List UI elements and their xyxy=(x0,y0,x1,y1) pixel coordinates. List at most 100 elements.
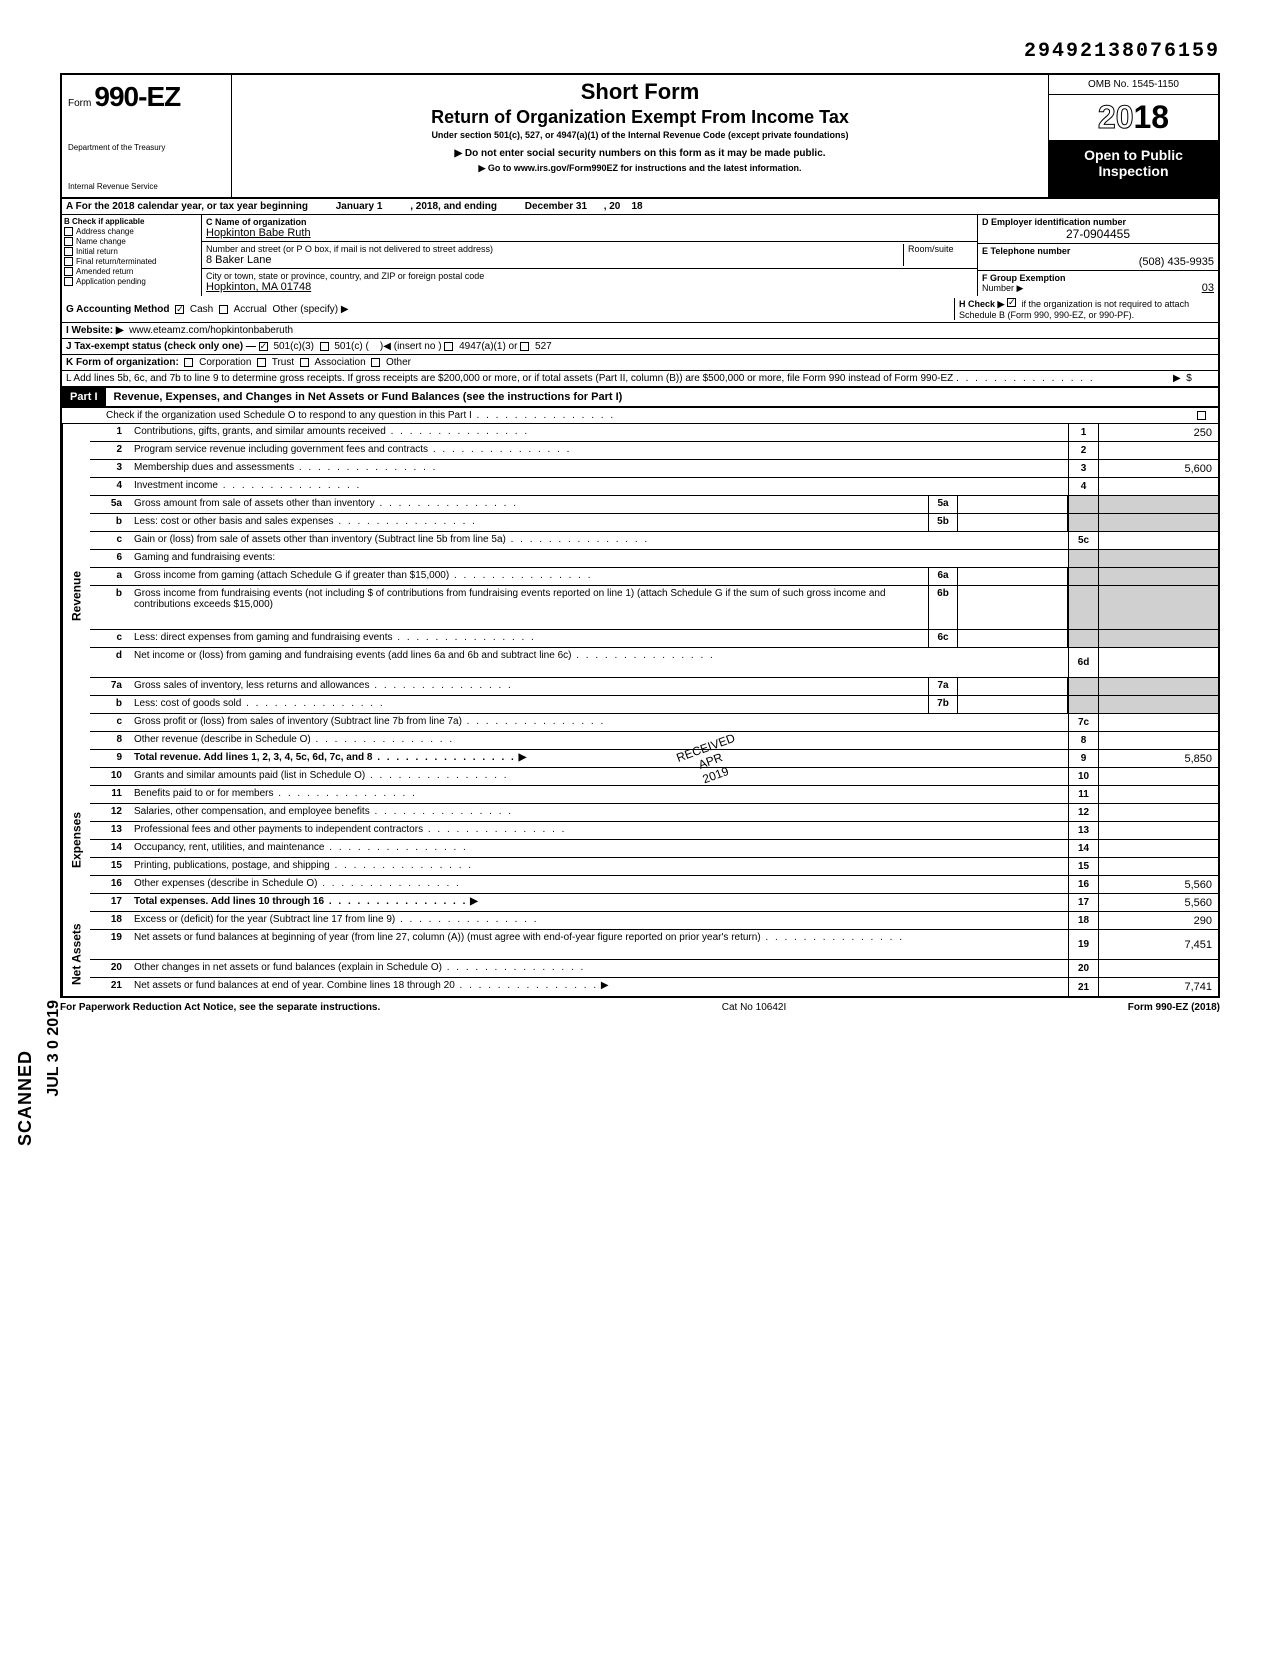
line-8: Other revenue (describe in Schedule O) xyxy=(134,734,311,745)
line-2: Program service revenue including govern… xyxy=(134,444,428,455)
val-1: 250 xyxy=(1098,424,1218,441)
b-item: Final return/terminated xyxy=(76,257,156,266)
h-label: H Check ▶ xyxy=(959,299,1004,309)
checkbox-accrual[interactable] xyxy=(219,305,228,314)
subsection: Under section 501(c), 527, or 4947(a)(1)… xyxy=(240,130,1040,140)
g-label: G Accounting Method xyxy=(66,304,170,315)
line-12: Salaries, other compensation, and employ… xyxy=(134,806,370,817)
val-20 xyxy=(1098,960,1218,977)
line-7c: Gross profit or (loss) from sales of inv… xyxy=(134,716,462,727)
checkbox-h[interactable] xyxy=(1007,298,1016,307)
checkbox-address[interactable] xyxy=(64,227,73,236)
line-18: Excess or (deficit) for the year (Subtra… xyxy=(134,914,395,925)
lineA-begin: January 1 xyxy=(336,201,383,212)
part1-check: Check if the organization used Schedule … xyxy=(106,410,1197,421)
f-label2: Number ▶ xyxy=(982,283,1023,293)
goto-url: ▶ Go to www.irs.gov/Form990EZ for instru… xyxy=(240,163,1040,174)
g-other: Other (specify) ▶ xyxy=(272,304,348,315)
k-label: K Form of organization: xyxy=(66,357,179,368)
val-18: 290 xyxy=(1098,912,1218,929)
b-item: Address change xyxy=(76,227,134,236)
checkbox-trust[interactable] xyxy=(257,358,266,367)
line-3: Membership dues and assessments xyxy=(134,462,294,473)
checkbox-final[interactable] xyxy=(64,257,73,266)
expenses-label: Expenses xyxy=(62,768,90,912)
checkbox-501c[interactable] xyxy=(320,342,329,351)
val-7c xyxy=(1098,714,1218,731)
line-14: Occupancy, rent, utilities, and maintena… xyxy=(134,842,324,853)
line-6: Gaming and fundraising events: xyxy=(130,550,1068,567)
street: 8 Baker Lane xyxy=(206,254,903,266)
checkbox-assoc[interactable] xyxy=(300,358,309,367)
checkbox-4947[interactable] xyxy=(444,342,453,351)
j-opt1: 501(c)(3) xyxy=(273,341,314,352)
checkbox-initial[interactable] xyxy=(64,247,73,256)
line-17: Total expenses. Add lines 10 through 16 xyxy=(134,896,324,907)
checkbox-pending[interactable] xyxy=(64,277,73,286)
open-inspection: Open to Public Inspection xyxy=(1049,141,1218,197)
tax-year: 2018 xyxy=(1049,95,1218,141)
return-title: Return of Organization Exempt From Incom… xyxy=(240,107,1040,128)
footer-right: Form 990-EZ (2018) xyxy=(1128,1002,1220,1013)
date-stamp: JUL 3 0 2019 xyxy=(45,1000,63,1097)
footer-center: Cat No 10642I xyxy=(722,1002,787,1013)
form-number: 990-EZ xyxy=(94,81,180,112)
val-10 xyxy=(1098,768,1218,785)
room-label: Room/suite xyxy=(903,244,973,266)
checkbox-501c3[interactable] xyxy=(259,342,268,351)
line-6a: Gross income from gaming (attach Schedul… xyxy=(134,570,449,581)
lineA-text3: , 20 xyxy=(604,201,621,212)
checkbox-amended[interactable] xyxy=(64,267,73,276)
val-2 xyxy=(1098,442,1218,459)
revenue-label: Revenue xyxy=(62,424,90,768)
section-b: B Check if applicable Address change Nam… xyxy=(62,215,202,296)
val-17: 5,560 xyxy=(1098,894,1218,911)
line-9: Total revenue. Add lines 1, 2, 3, 4, 5c,… xyxy=(134,752,372,763)
netassets-label: Net Assets xyxy=(62,912,90,996)
dept1: Department of the Treasury xyxy=(68,143,225,152)
line-21: Net assets or fund balances at end of ye… xyxy=(134,980,455,991)
group-exemption: 03 xyxy=(1202,282,1214,294)
line-5c: Gain or (loss) from sale of assets other… xyxy=(134,534,506,545)
checkbox-schedo[interactable] xyxy=(1197,411,1206,420)
part1-title: Revenue, Expenses, and Changes in Net As… xyxy=(106,389,1218,405)
k-other: Other xyxy=(386,357,411,368)
part1-label: Part I xyxy=(62,388,106,406)
checkbox-name[interactable] xyxy=(64,237,73,246)
g-cash: Cash xyxy=(190,304,213,315)
checkbox-other[interactable] xyxy=(371,358,380,367)
val-3: 5,600 xyxy=(1098,460,1218,477)
ssn-notice: ▶ Do not enter social security numbers o… xyxy=(240,148,1040,159)
ein: 27-0904455 xyxy=(982,227,1214,241)
checkbox-527[interactable] xyxy=(520,342,529,351)
phone: (508) 435-9935 xyxy=(982,256,1214,268)
b-item: Initial return xyxy=(76,247,118,256)
dept2: Internal Revenue Service xyxy=(68,182,225,191)
c-city-label: City or town, state or province, country… xyxy=(206,271,973,281)
checkbox-corp[interactable] xyxy=(184,358,193,367)
line-6c: Less: direct expenses from gaming and fu… xyxy=(134,632,392,643)
k-trust: Trust xyxy=(272,357,294,368)
short-form: Short Form xyxy=(240,79,1040,105)
j-insert: ◀ (insert no ) xyxy=(383,341,441,352)
val-21: 7,741 xyxy=(1098,978,1218,996)
l-dollar: $ xyxy=(1186,373,1192,384)
footer-left: For Paperwork Reduction Act Notice, see … xyxy=(60,1002,380,1013)
form-prefix: Form xyxy=(68,98,91,109)
val-16: 5,560 xyxy=(1098,876,1218,893)
line-6b: Gross income from fundraising events (no… xyxy=(134,588,886,610)
line-5a: Gross amount from sale of assets other t… xyxy=(134,498,375,509)
line-1: Contributions, gifts, grants, and simila… xyxy=(134,426,386,437)
val-12 xyxy=(1098,804,1218,821)
val-5c xyxy=(1098,532,1218,549)
scanned-stamp: SCANNED xyxy=(15,1050,36,1146)
line-20: Other changes in net assets or fund bala… xyxy=(134,962,442,973)
lineA-yr: 18 xyxy=(632,201,643,212)
line-13: Professional fees and other payments to … xyxy=(134,824,423,835)
dln: 29492138076159 xyxy=(60,40,1220,63)
e-label: E Telephone number xyxy=(982,246,1214,256)
c-street-label: Number and street (or P O box, if mail i… xyxy=(206,244,903,254)
val-15 xyxy=(1098,858,1218,875)
checkbox-cash[interactable] xyxy=(175,305,184,314)
k-corp: Corporation xyxy=(199,357,251,368)
